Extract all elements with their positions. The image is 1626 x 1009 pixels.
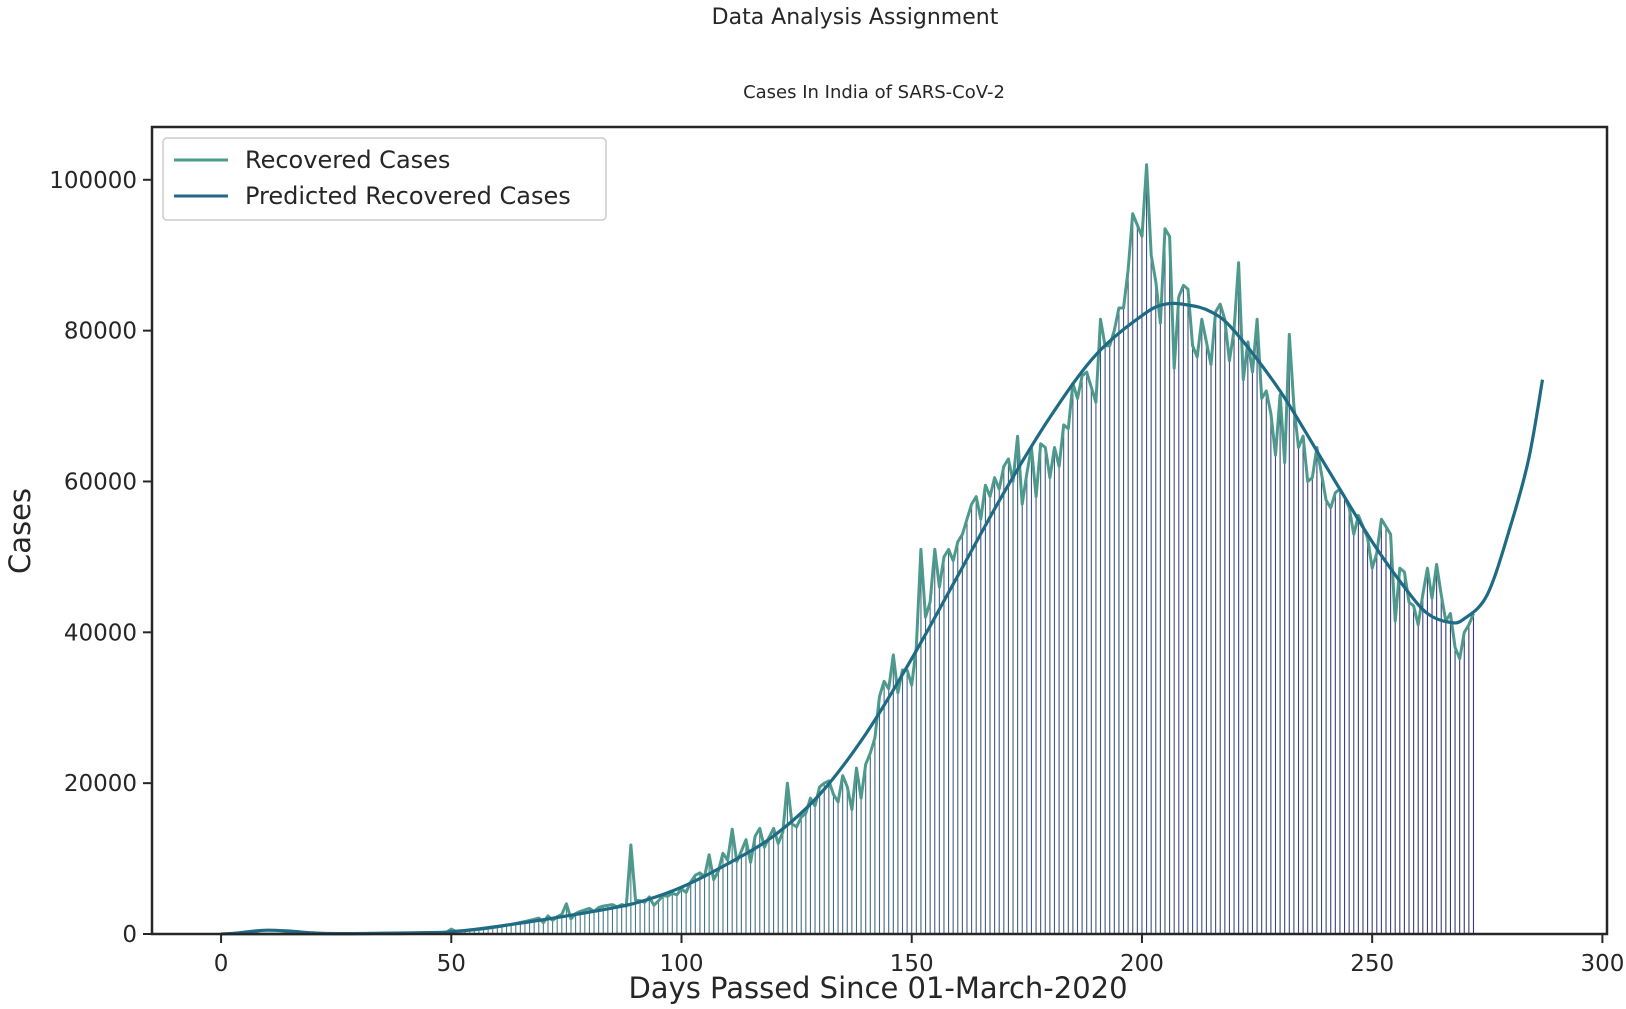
x-tick-label: 250 [1350,951,1394,977]
chart-suptitle: Data Analysis Assignment [712,5,999,30]
chart-title: Cases In India of SARS-CoV-2 [743,82,1005,103]
plot-frame [150,125,1609,936]
x-axis: 0 50 100 150 200 250 300 [214,934,1624,977]
y-tick-label: 20000 [64,771,137,797]
y-axis-label: Cases [3,488,37,574]
legend-label-recovered: Recovered Cases [245,146,450,174]
y-axis: 0 20000 40000 60000 80000 100000 [49,168,152,948]
y-tick-label: 100000 [49,168,137,194]
x-tick-label: 50 [437,951,466,977]
y-tick-label: 40000 [64,620,137,646]
legend: Recovered Cases Predicted Recovered Case… [162,137,607,221]
stem-layer [358,164,1475,934]
x-axis-label: Days Passed Since 01-March-2020 [628,971,1127,1005]
y-tick-label: 60000 [64,469,137,495]
y-tick-label: 0 [122,922,137,948]
y-tick-label: 80000 [64,319,137,345]
x-tick-label: 0 [214,951,229,977]
x-tick-label: 200 [1120,951,1164,977]
legend-label-predicted: Predicted Recovered Cases [245,182,571,210]
x-tick-label: 300 [1580,951,1624,977]
x-tick-label: 100 [660,951,704,977]
legend-box [162,137,607,221]
x-tick-label: 150 [890,951,934,977]
